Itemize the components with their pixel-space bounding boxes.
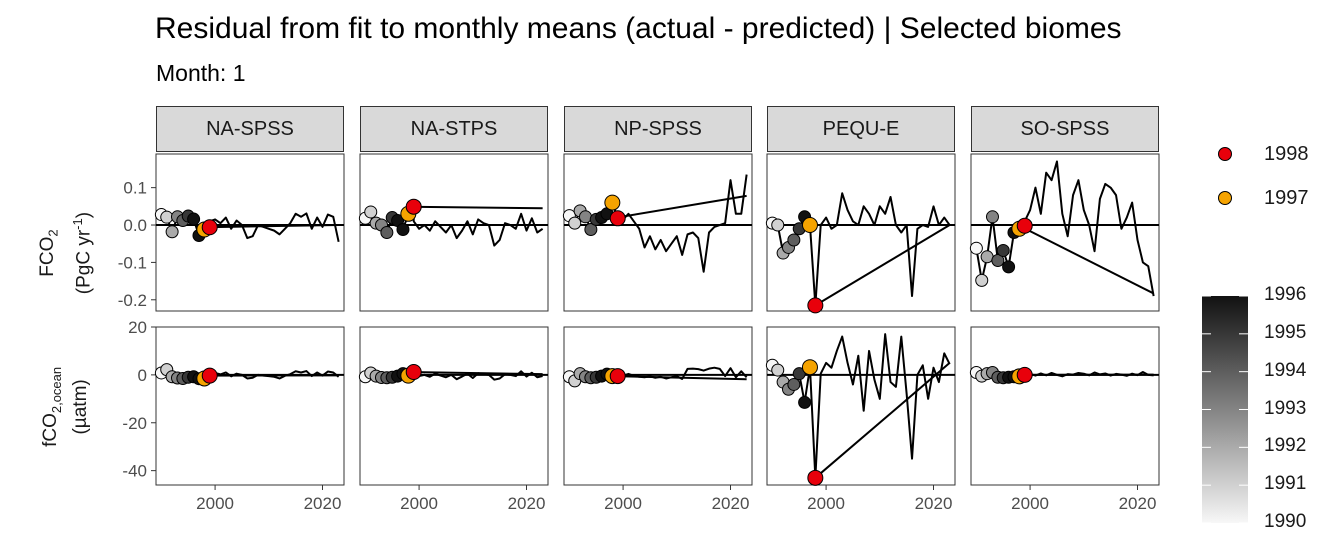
y-tick-label: 0.1 [123,179,147,198]
y-tick-label: -40 [122,462,147,481]
data-point [578,210,592,224]
data-point [1016,366,1033,383]
data-point [568,216,582,230]
trend-segment [612,194,747,220]
x-tick-label: 2020 [1119,494,1157,513]
data-point [798,395,812,409]
panel-strip-np-spss: NP-SPSS [564,106,752,152]
colorbar-label: 1995 [1264,321,1307,343]
data-point [771,218,785,232]
data-point [364,205,378,219]
panel-border [563,326,753,486]
panel-strip-na-stps: NA-STPS [360,106,548,152]
legend-label-1998: 1998 [1264,143,1309,165]
data-point [380,226,394,239]
data-point [969,241,983,255]
legend-point-1998 [1218,147,1232,161]
data-point [405,198,422,215]
legend-point-1997 [1218,191,1232,205]
data-point [396,223,410,237]
data-point [584,223,598,237]
x-tick-label: 2000 [400,494,438,513]
x-tick-label: 2000 [1011,494,1049,513]
data-point [980,250,994,264]
data-point [165,225,179,239]
data-point [609,210,626,227]
data-point [201,367,218,384]
x-tick-label: 2000 [807,494,845,513]
legend-label-1997: 1997 [1264,187,1309,209]
colorbar-label: 1996 [1264,284,1307,305]
x-tick-label: 2020 [508,494,546,513]
y-tick-label: 0.0 [123,216,147,235]
panel-border [155,153,345,312]
panel-border [970,326,1160,486]
data-point [801,359,818,376]
y-tick-label: -0.2 [118,291,147,310]
series-line [208,212,340,243]
trend-segment [612,375,747,381]
data-point [975,273,989,287]
y-tick-label: 0 [138,366,147,385]
trend-segment [204,224,339,229]
data-point [991,254,1005,268]
data-point [985,210,999,224]
panel-strip-so-spss: SO-SPSS [971,106,1159,152]
trend-segment [814,224,951,307]
data-point [609,368,626,385]
data-point [201,219,218,236]
colorbar-label: 1992 [1264,435,1307,457]
data-point [160,210,174,224]
data-point [405,364,422,381]
panel-border [155,326,345,486]
panel-border [563,153,753,312]
series-line [814,192,951,306]
data-point [787,233,801,247]
data-point [187,212,201,226]
y-tick-label: 20 [128,318,147,337]
panel-strip-na-spss: NA-SPSS [156,106,344,152]
data-point [792,367,806,381]
trend-segment [408,371,543,376]
panel-strip-pequ-e: PEQU-E [767,106,955,152]
trend-segment [1018,224,1155,295]
x-tick-label: 2020 [712,494,750,513]
data-point [801,217,818,234]
data-point [771,363,785,377]
data-point [996,243,1010,257]
x-tick-label: 2000 [196,494,234,513]
colorbar-label: 1990 [1264,511,1307,532]
x-tick-label: 2020 [304,494,342,513]
chart-subtitle: Month: 1 [156,60,246,86]
series-line [1023,160,1155,297]
data-point [787,377,801,391]
panel-border [766,153,956,312]
chart-title: Residual from fit to monthly means (actu… [155,12,1122,45]
trend-segment [814,362,951,479]
x-tick-label: 2020 [915,494,953,513]
panel-border [970,153,1160,312]
data-point [1016,217,1033,234]
data-point [604,194,621,211]
x-tick-label: 2000 [604,494,642,513]
panel-border [359,153,549,312]
data-point [1002,260,1016,274]
series-line [814,333,951,478]
colorbar-label: 1993 [1264,397,1307,419]
y-tick-label: -20 [122,414,147,433]
series-line [616,174,748,273]
data-point [807,469,824,486]
series-line [412,206,544,247]
series-line [412,370,543,381]
trend-segment [408,205,543,210]
colorbar-label: 1994 [1264,359,1307,381]
y-tick-label: -0.1 [118,253,147,272]
colorbar-label: 1991 [1264,473,1307,495]
panel-border [359,326,549,486]
data-point [807,297,824,314]
panel-border [766,326,956,486]
